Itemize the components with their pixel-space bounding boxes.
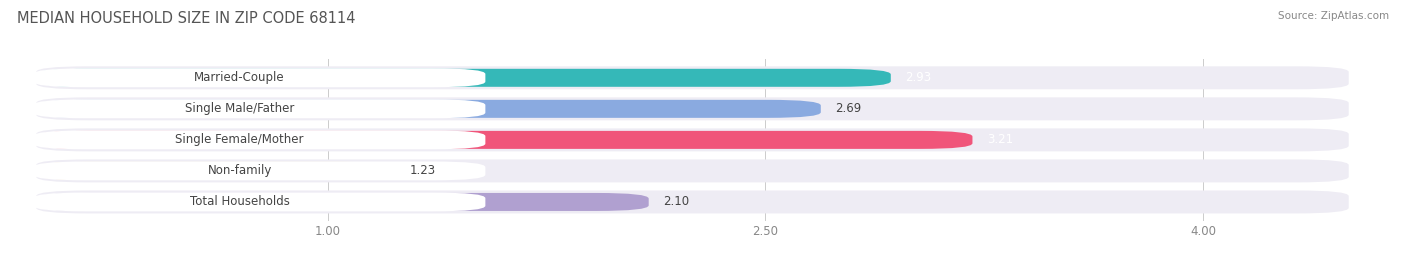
- FancyBboxPatch shape: [37, 193, 648, 211]
- FancyBboxPatch shape: [37, 131, 973, 149]
- Text: MEDIAN HOUSEHOLD SIZE IN ZIP CODE 68114: MEDIAN HOUSEHOLD SIZE IN ZIP CODE 68114: [17, 11, 356, 26]
- FancyBboxPatch shape: [37, 190, 1348, 213]
- Text: 2.69: 2.69: [835, 102, 862, 115]
- FancyBboxPatch shape: [37, 100, 821, 118]
- FancyBboxPatch shape: [37, 160, 1348, 182]
- FancyBboxPatch shape: [34, 100, 485, 118]
- Text: 2.10: 2.10: [664, 196, 689, 208]
- FancyBboxPatch shape: [34, 193, 485, 211]
- FancyBboxPatch shape: [37, 162, 395, 180]
- FancyBboxPatch shape: [37, 66, 1348, 89]
- Text: Single Male/Father: Single Male/Father: [186, 102, 294, 115]
- Text: Single Female/Mother: Single Female/Mother: [176, 133, 304, 146]
- FancyBboxPatch shape: [34, 161, 485, 180]
- Text: Non-family: Non-family: [208, 164, 271, 178]
- Text: Total Households: Total Households: [190, 196, 290, 208]
- Text: 3.21: 3.21: [987, 133, 1014, 146]
- FancyBboxPatch shape: [37, 128, 1348, 151]
- FancyBboxPatch shape: [37, 69, 891, 87]
- Text: 2.93: 2.93: [905, 71, 932, 84]
- Text: Source: ZipAtlas.com: Source: ZipAtlas.com: [1278, 11, 1389, 21]
- Text: Married-Couple: Married-Couple: [194, 71, 285, 84]
- FancyBboxPatch shape: [34, 130, 485, 149]
- FancyBboxPatch shape: [37, 97, 1348, 120]
- Text: 1.23: 1.23: [409, 164, 436, 178]
- FancyBboxPatch shape: [34, 68, 485, 87]
